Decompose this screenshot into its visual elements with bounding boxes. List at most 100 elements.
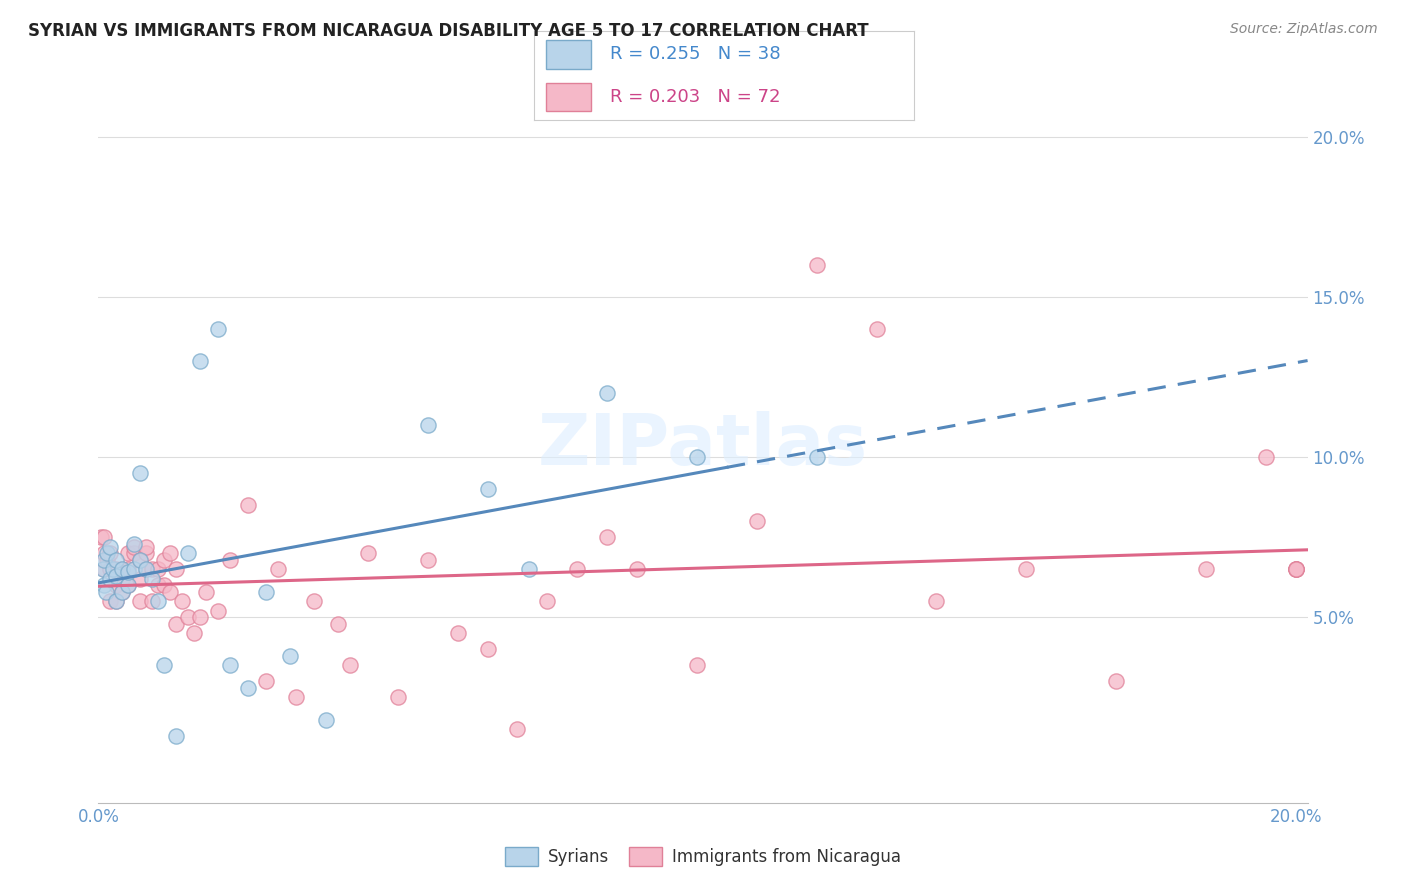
Text: R = 0.255   N = 38: R = 0.255 N = 38	[610, 45, 780, 63]
Point	[745, 514, 768, 528]
Point	[446, 626, 468, 640]
Point	[93, 546, 115, 560]
Point	[302, 594, 325, 608]
Point	[177, 610, 200, 624]
Point	[686, 450, 709, 465]
Point	[105, 594, 128, 608]
Point	[105, 562, 128, 576]
Point	[124, 540, 146, 554]
Point	[387, 690, 409, 705]
Point	[117, 566, 139, 580]
Point	[236, 681, 259, 695]
Point	[100, 594, 122, 608]
Point	[93, 530, 115, 544]
Point	[506, 722, 529, 736]
Point	[207, 322, 229, 336]
Point	[1284, 562, 1306, 576]
FancyBboxPatch shape	[546, 40, 591, 69]
Point	[100, 562, 122, 576]
Point	[111, 562, 134, 576]
Point	[195, 584, 218, 599]
Point	[124, 546, 146, 560]
Point	[111, 584, 134, 599]
Point	[100, 540, 122, 554]
Point	[105, 594, 128, 608]
Point	[865, 322, 887, 336]
Point	[135, 546, 157, 560]
Point	[284, 690, 307, 705]
Point	[183, 626, 205, 640]
Point	[105, 552, 128, 566]
Point	[477, 642, 499, 657]
Point	[188, 610, 211, 624]
Point	[111, 562, 134, 576]
Point	[129, 594, 152, 608]
Point	[129, 552, 152, 566]
Point	[141, 562, 163, 576]
Point	[536, 594, 558, 608]
Point	[141, 594, 163, 608]
Point	[103, 562, 125, 576]
Point	[1284, 562, 1306, 576]
Point	[254, 674, 277, 689]
Point	[135, 540, 157, 554]
Point	[153, 658, 176, 673]
Point	[105, 568, 128, 582]
Point	[165, 729, 187, 743]
Point	[129, 572, 152, 586]
Point	[148, 578, 170, 592]
Point	[806, 258, 828, 272]
Point	[1284, 562, 1306, 576]
Point	[159, 584, 181, 599]
Legend: Syrians, Immigrants from Nicaragua: Syrians, Immigrants from Nicaragua	[498, 840, 908, 873]
Point	[477, 482, 499, 496]
Point	[124, 562, 146, 576]
Point	[315, 713, 337, 727]
Point	[148, 594, 170, 608]
Point	[141, 572, 163, 586]
Point	[111, 572, 134, 586]
Point	[153, 552, 176, 566]
Point	[177, 546, 200, 560]
Point	[165, 616, 187, 631]
Point	[172, 594, 194, 608]
Point	[124, 536, 146, 550]
Text: ZIPatlas: ZIPatlas	[538, 411, 868, 481]
Point	[686, 658, 709, 673]
Point	[159, 546, 181, 560]
Point	[117, 546, 139, 560]
Point	[1105, 674, 1128, 689]
Point	[188, 354, 211, 368]
Point	[117, 578, 139, 592]
Point	[100, 546, 122, 560]
Point	[165, 562, 187, 576]
Point	[596, 530, 619, 544]
Text: R = 0.203   N = 72: R = 0.203 N = 72	[610, 88, 780, 106]
FancyBboxPatch shape	[546, 83, 591, 112]
Point	[117, 578, 139, 592]
Point	[135, 562, 157, 576]
Point	[267, 562, 290, 576]
Point	[416, 418, 439, 433]
Point	[153, 578, 176, 592]
Point	[96, 546, 118, 560]
Point	[925, 594, 948, 608]
Point	[1015, 562, 1038, 576]
Point	[100, 572, 122, 586]
Point	[129, 552, 152, 566]
Point	[626, 562, 648, 576]
Point	[90, 530, 112, 544]
Point	[219, 658, 242, 673]
Point	[219, 552, 242, 566]
Point	[326, 616, 349, 631]
Point	[93, 552, 115, 566]
Point	[1195, 562, 1218, 576]
Point	[806, 450, 828, 465]
Point	[1284, 562, 1306, 576]
Point	[416, 552, 439, 566]
Point	[93, 578, 115, 592]
Point	[94, 584, 117, 599]
Point	[148, 562, 170, 576]
Point	[596, 386, 619, 401]
Text: Source: ZipAtlas.com: Source: ZipAtlas.com	[1230, 22, 1378, 37]
